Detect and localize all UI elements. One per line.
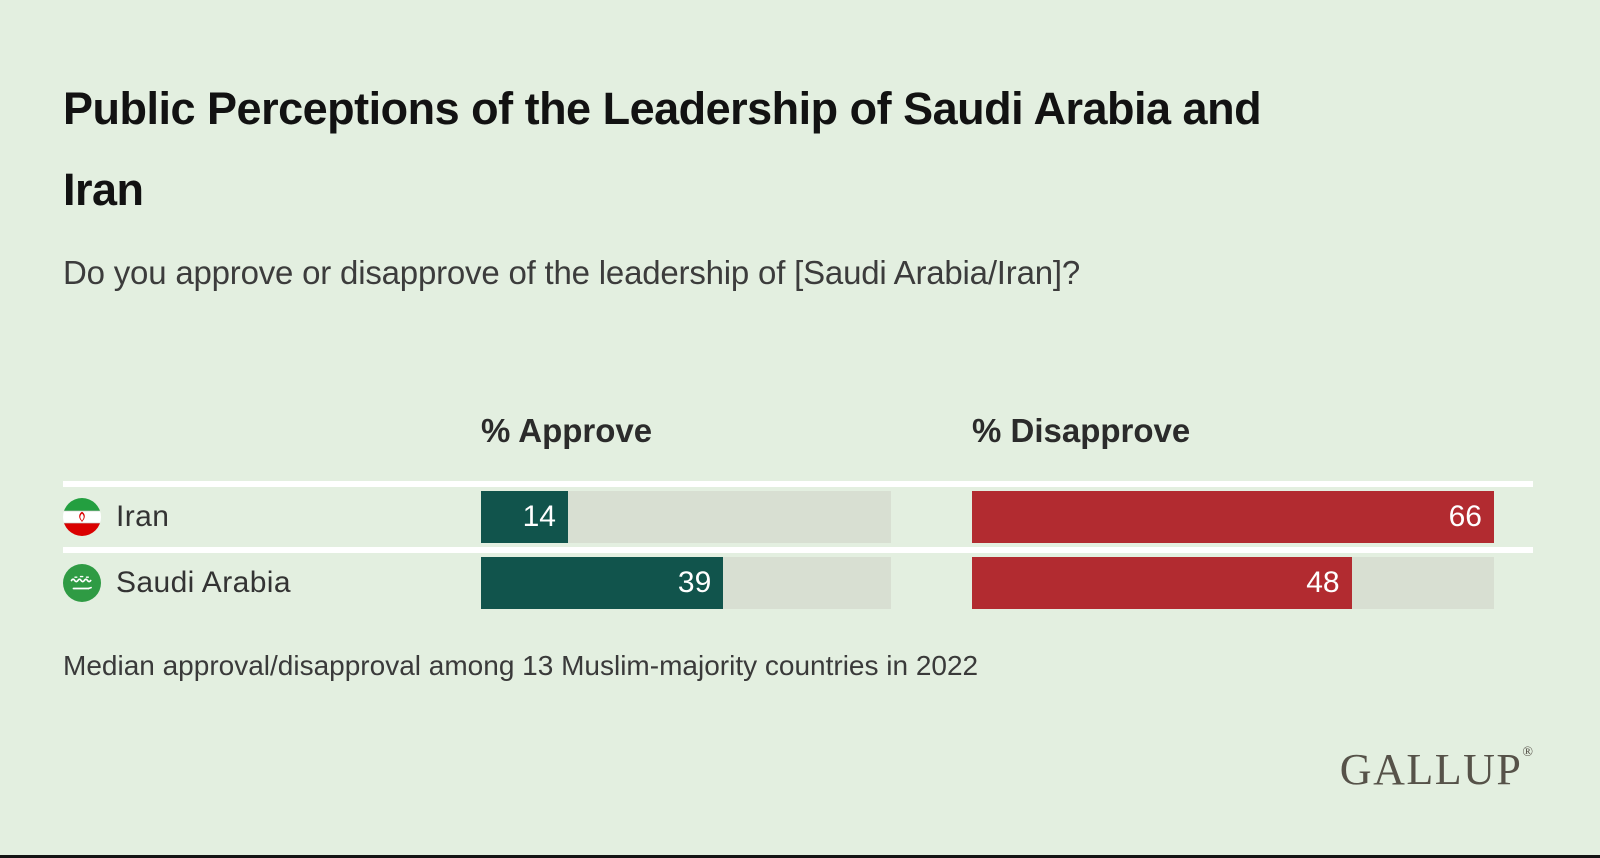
- disapprove-track-saudi-arabia: 48: [972, 557, 1494, 609]
- disapprove-value-saudi-arabia: 48: [1306, 566, 1340, 599]
- table-row-iran: Iran 14 66: [63, 487, 1533, 547]
- iran-flag-icon: [63, 498, 101, 536]
- disapprove-bar-saudi-arabia: 48: [972, 557, 1352, 609]
- disapprove-track-iran: 66: [972, 491, 1494, 543]
- approve-column-header: % Approve: [481, 412, 653, 449]
- chart-footnote: Median approval/disapproval among 13 Mus…: [63, 650, 979, 681]
- row-label-cell-iran: Iran: [63, 498, 481, 536]
- bar-chart: % Approve % Disapprove Iran: [63, 410, 1533, 613]
- disapprove-value-iran: 66: [1448, 500, 1482, 533]
- approve-bar-iran: 14: [481, 491, 568, 543]
- column-headers: % Approve % Disapprove: [63, 410, 1533, 481]
- row-label-saudi-arabia: Saudi Arabia: [116, 566, 291, 599]
- disapprove-column-header: % Disapprove: [972, 412, 1191, 449]
- row-label-cell-saudi-arabia: Saudi Arabia: [63, 564, 481, 602]
- saudi-arabia-flag-icon: [63, 564, 101, 602]
- row-separator: [63, 547, 1533, 553]
- page-title: Public Perceptions of the Leadership of …: [63, 68, 1262, 230]
- approve-track-iran: 14: [481, 491, 891, 543]
- page-title-line-1: Public Perceptions of the Leadership of …: [63, 83, 1262, 134]
- table-row-saudi-arabia: Saudi Arabia 39 48: [63, 553, 1533, 613]
- gallup-logo: GALLUP®: [1340, 744, 1533, 795]
- approve-track-saudi-arabia: 39: [481, 557, 891, 609]
- row-separator: [63, 481, 1533, 487]
- disapprove-bar-iran: 66: [972, 491, 1494, 543]
- survey-question: Do you approve or disapprove of the lead…: [63, 254, 1080, 291]
- row-label-iran: Iran: [116, 500, 170, 533]
- registered-trademark-icon: ®: [1522, 745, 1533, 760]
- approve-value-saudi-arabia: 39: [677, 566, 712, 599]
- page-title-line-2: Iran: [63, 164, 144, 215]
- gallup-logo-text: GALLUP: [1339, 745, 1523, 794]
- approve-value-iran: 14: [522, 500, 556, 533]
- approve-bar-saudi-arabia: 39: [481, 557, 724, 609]
- bottom-border-rule: [0, 855, 1600, 858]
